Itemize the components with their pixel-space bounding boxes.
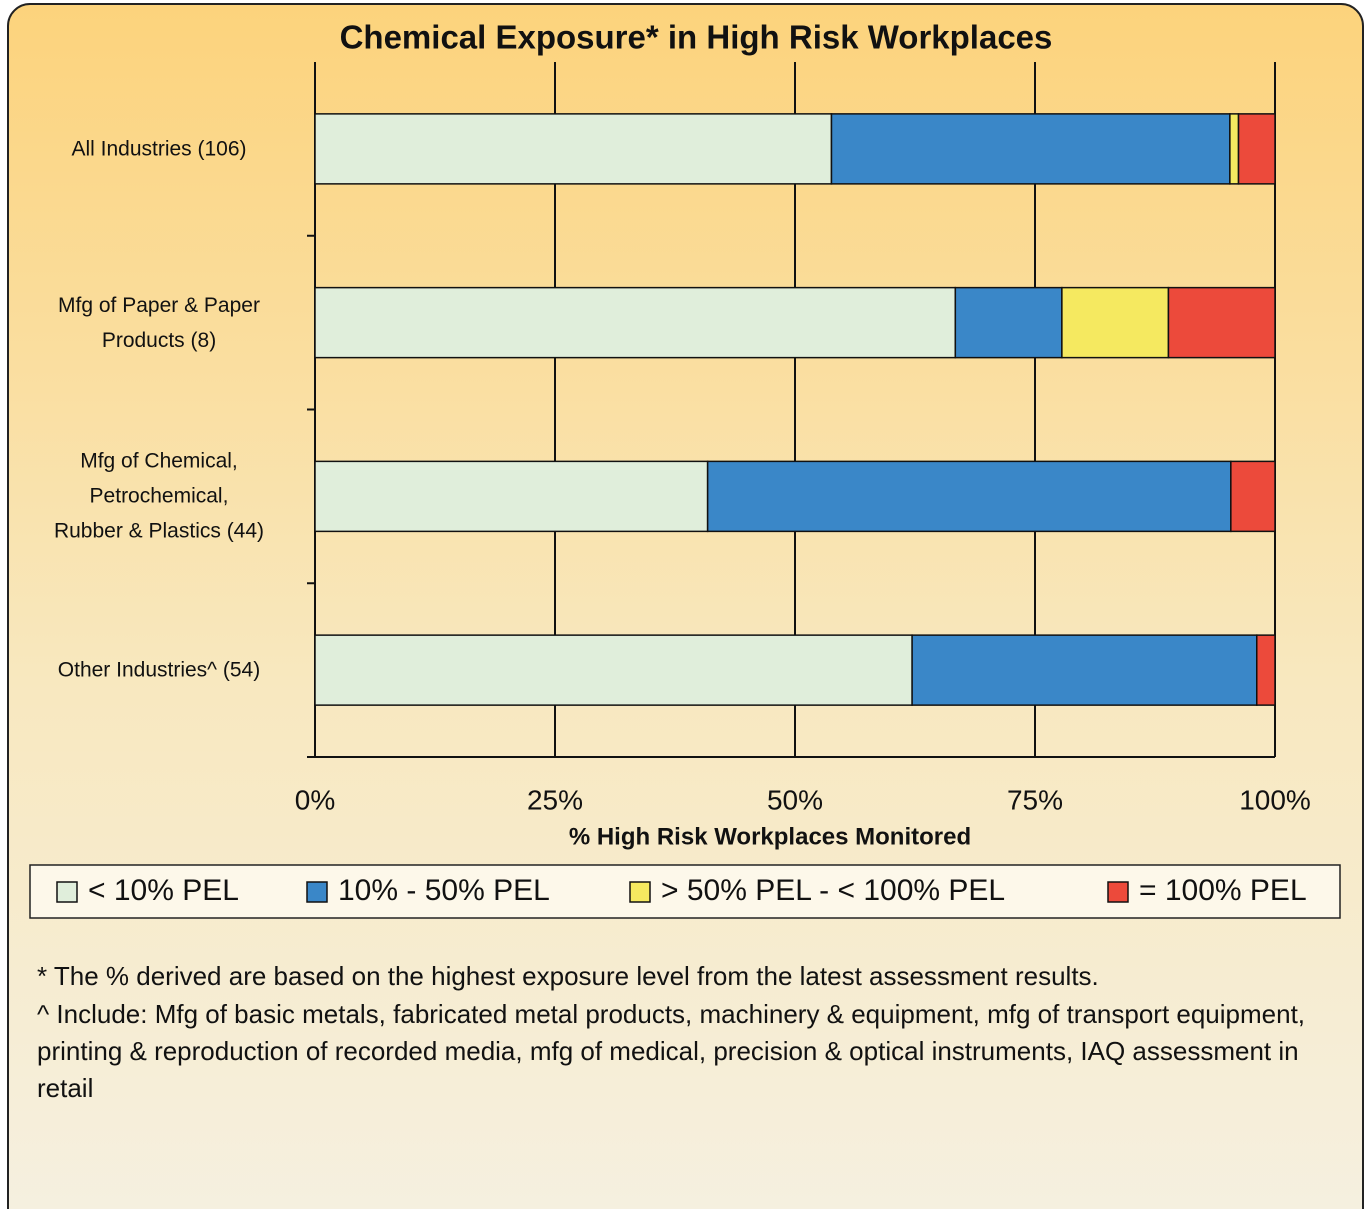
x-tick-label: 50% [767,784,823,815]
legend-label: > 50% PEL - < 100% PEL [661,874,1005,907]
legend-swatch [56,881,78,903]
bar-segment [314,286,957,359]
bar-segment [830,113,1231,185]
legend-label: < 10% PEL [88,874,239,907]
footnote: * The % derived are based on the highest… [37,961,1099,991]
bar-segment [1230,460,1276,533]
legend-label: = 100% PEL [1139,874,1307,907]
bar-segment [1229,113,1240,185]
legend-swatch [1107,881,1129,903]
bar-segment [954,286,1063,359]
chart-title: Chemical Exposure* in High Risk Workplac… [340,19,1053,56]
legend-swatch [629,881,651,903]
x-tick-label: 75% [1007,784,1063,815]
bar-segment [314,634,913,706]
footnote: ^ Include: Mfg of basic metals, fabricat… [37,999,1306,1103]
x-axis-label: % High Risk Workplaces Monitored [569,823,971,850]
category-label: Mfg of Paper & Paper Products (8) [58,293,260,352]
category-label: Mfg of Chemical, Petrochemical, Rubber &… [53,449,265,543]
x-tick-label: 100% [1239,784,1311,815]
legend-swatch [306,881,328,903]
legend-label: 10% - 50% PEL [338,874,550,907]
bar-segment [1237,113,1276,185]
bar-segment [911,634,1258,706]
x-tick-label: 0% [295,784,335,815]
bar-segment [314,460,709,533]
bar-segment [1167,286,1276,359]
category-label: Other Industries^ (54) [57,658,261,682]
category-label: All Industries (106) [71,137,247,161]
bar-segment [314,113,833,185]
bar-segment [1256,634,1276,706]
bar-segment [706,460,1232,533]
x-tick-label: 25% [527,784,583,815]
bar-segment [1061,286,1170,359]
